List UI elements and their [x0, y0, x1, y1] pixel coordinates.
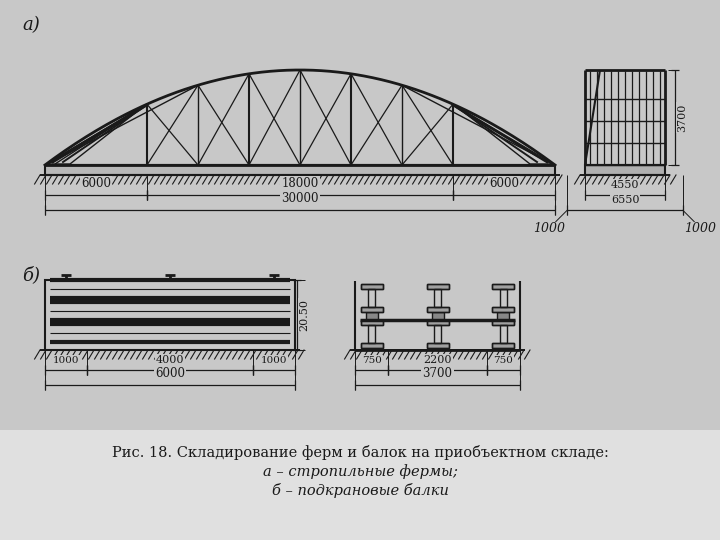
Text: 1000: 1000	[534, 221, 565, 234]
Text: 6550: 6550	[611, 195, 639, 205]
Text: 1000: 1000	[53, 356, 79, 365]
Text: 2200: 2200	[423, 355, 451, 365]
Bar	[0, 430, 720, 540]
Text: 3700: 3700	[677, 103, 687, 132]
Bar	[361, 284, 383, 289]
Bar	[45, 165, 555, 175]
Bar	[426, 284, 449, 289]
Bar	[45, 280, 295, 350]
Text: 6000: 6000	[81, 177, 111, 190]
Text: б): б)	[22, 266, 40, 284]
Bar	[492, 343, 514, 348]
Text: 750: 750	[493, 356, 513, 365]
Bar	[431, 312, 444, 320]
Bar	[492, 284, 514, 289]
Text: 1000: 1000	[261, 356, 287, 365]
Bar	[492, 320, 514, 325]
Text: 4550: 4550	[611, 180, 639, 190]
Bar	[366, 312, 378, 320]
Bar	[498, 312, 509, 320]
Bar	[426, 307, 449, 312]
Bar	[492, 307, 514, 312]
Text: 20.50: 20.50	[299, 299, 309, 331]
Text: а – стропильные фермы;: а – стропильные фермы;	[263, 464, 457, 480]
Bar	[426, 343, 449, 348]
Text: 1000: 1000	[685, 221, 716, 234]
Text: 750: 750	[361, 356, 382, 365]
Text: б – подкрановые балки: б – подкрановые балки	[271, 483, 449, 497]
Bar	[585, 165, 665, 175]
Bar	[426, 320, 449, 325]
Text: 6000: 6000	[489, 177, 519, 190]
Text: 18000: 18000	[282, 177, 319, 190]
Bar	[361, 343, 383, 348]
Text: 30000: 30000	[282, 192, 319, 205]
Text: 6000: 6000	[155, 367, 185, 380]
Text: 4000: 4000	[156, 355, 184, 365]
Bar	[361, 320, 383, 325]
Text: Рис. 18. Складирование ферм и балок на приобъектном складе:: Рис. 18. Складирование ферм и балок на п…	[112, 444, 608, 460]
Bar	[361, 307, 383, 312]
Text: 3700: 3700	[423, 367, 452, 380]
Text: а): а)	[22, 16, 40, 34]
